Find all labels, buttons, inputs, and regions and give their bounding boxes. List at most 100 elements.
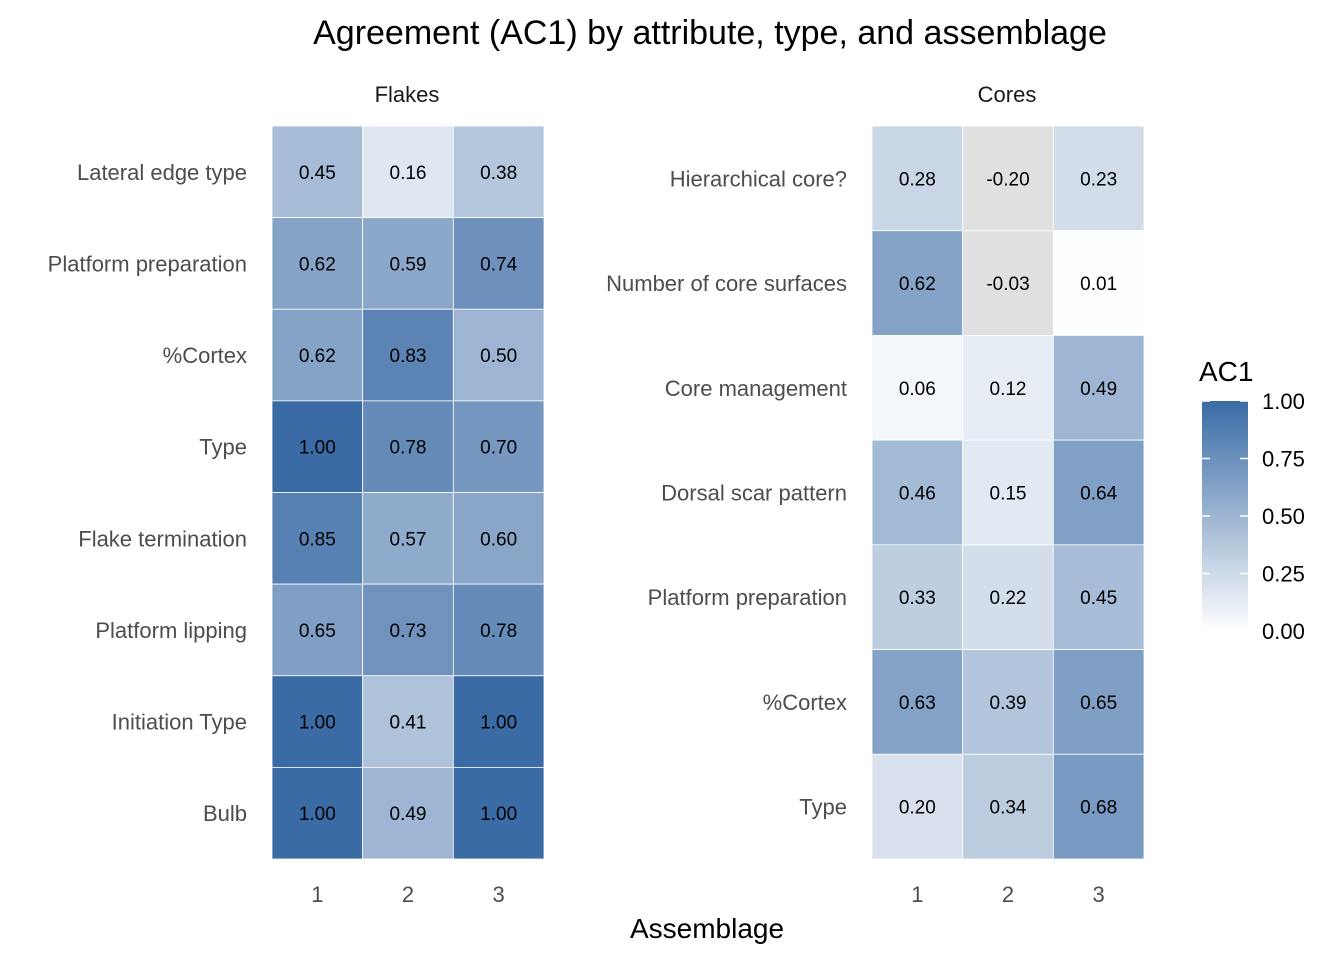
heatmap-cell (271, 400, 364, 493)
legend-tick-label: 0.50 (1262, 504, 1305, 529)
cell-value-label: 0.46 (899, 484, 936, 505)
heatmap-cell (452, 675, 545, 768)
panel-cores: Hierarchical core? 0.28 -0.20 0.23 Number of… (606, 125, 1145, 907)
heatmap-cell (962, 544, 1054, 650)
cell-value-label: 1.00 (480, 804, 517, 825)
cell-value-label: 0.39 (990, 693, 1027, 714)
x-tick-label: 1 (911, 882, 923, 907)
cell-value-label: 0.78 (390, 438, 427, 459)
cell-value-label: 0.22 (990, 588, 1027, 609)
heatmap-cell (271, 217, 364, 310)
cell-value-label: -0.03 (986, 274, 1029, 295)
cell-value-label: -0.20 (986, 169, 1029, 190)
panel-title-flakes: Flakes (375, 82, 440, 107)
cell-value-label: 0.74 (480, 254, 517, 275)
cell-value-label: 0.16 (390, 163, 427, 184)
cell-value-label: 0.50 (480, 346, 517, 367)
heatmap-cell (452, 492, 545, 585)
panel-title-cores: Cores (978, 82, 1037, 107)
row-label: Type (799, 795, 847, 820)
cell-value-label: 0.65 (299, 621, 336, 642)
row-label: Lateral edge type (77, 160, 247, 185)
cell-value-label: 0.68 (1080, 798, 1117, 819)
cell-value-label: 1.00 (299, 804, 336, 825)
heatmap-cell (1052, 335, 1145, 441)
cell-value-label: 0.38 (480, 163, 517, 184)
cell-value-label: 0.34 (990, 798, 1027, 819)
cell-value-label: 0.33 (899, 588, 936, 609)
heatmap-cell (962, 230, 1054, 336)
cell-value-label: 0.20 (899, 798, 936, 819)
heatmap-cell (452, 217, 545, 310)
legend: AC1 1.00 0.75 0.50 0.25 0.00 (1199, 356, 1305, 644)
legend-title: AC1 (1199, 356, 1253, 387)
heatmap-cell (452, 125, 545, 219)
cell-value-label: 0.63 (899, 693, 936, 714)
heatmap-cell (271, 583, 364, 677)
heatmap-cell (271, 492, 364, 585)
cell-value-label: 0.83 (390, 346, 427, 367)
heatmap-cell (871, 753, 964, 860)
heatmap-cell (452, 766, 545, 860)
x-tick-label: 2 (402, 882, 414, 907)
heatmap-cell (1052, 230, 1145, 336)
cell-value-label: 0.70 (480, 438, 517, 459)
cell-value-label: 0.65 (1080, 693, 1117, 714)
row-label: %Cortex (163, 343, 247, 368)
row-label: Type (199, 435, 247, 460)
cell-value-label: 1.00 (299, 713, 336, 734)
heatmap-cell (452, 400, 545, 493)
row-label: Number of core surfaces (606, 271, 847, 296)
cell-value-label: 0.15 (990, 484, 1027, 505)
row-label: Platform preparation (48, 251, 247, 276)
heatmap-cell (871, 649, 964, 755)
legend-tick-label: 0.00 (1262, 619, 1305, 644)
cell-value-label: 0.23 (1080, 169, 1117, 190)
heatmap-cell (452, 583, 545, 677)
heatmap-cell (871, 544, 964, 650)
heatmap-panels: Lateral edge type 0.45 0.16 0.38 Platform pr… (48, 125, 1145, 907)
heatmap-cell (271, 125, 364, 219)
cell-value-label: 0.73 (390, 621, 427, 642)
cell-value-label: 0.12 (990, 379, 1027, 400)
legend-ticks: 1.00 0.75 0.50 0.25 0.00 (1202, 389, 1305, 644)
cell-value-label: 0.62 (299, 254, 336, 275)
row-label: %Cortex (763, 690, 847, 715)
cell-value-label: 0.85 (299, 529, 336, 550)
heatmap-cell (362, 125, 454, 219)
cell-value-label: 0.28 (899, 169, 936, 190)
legend-tick-label: 1.00 (1262, 389, 1305, 414)
cell-value-label: 0.59 (390, 254, 427, 275)
heatmap-cell (362, 308, 454, 402)
heatmap-cell (362, 492, 454, 585)
heatmap-cell (362, 675, 454, 768)
cell-value-label: 0.41 (390, 713, 427, 734)
row-label: Bulb (203, 801, 247, 826)
cell-value-label: 0.01 (1080, 274, 1117, 295)
heatmap-cell (271, 675, 364, 768)
cell-value-label: 1.00 (480, 713, 517, 734)
cell-value-label: 0.45 (1080, 588, 1117, 609)
row-label: Platform preparation (648, 585, 847, 610)
heatmap-cell (362, 766, 454, 860)
x-axis-title: Assemblage (630, 913, 784, 944)
row-label: Platform lipping (95, 618, 247, 643)
cell-value-label: 0.06 (899, 379, 936, 400)
heatmap-cell (871, 335, 964, 441)
heatmap-cell (962, 439, 1054, 546)
row-label: Flake termination (78, 526, 247, 551)
x-tick-label: 3 (493, 882, 505, 907)
cell-value-label: 0.62 (299, 346, 336, 367)
heatmap-cell (1052, 125, 1145, 232)
heatmap-cell (362, 217, 454, 310)
cell-value-label: 0.60 (480, 529, 517, 550)
row-label: Hierarchical core? (670, 166, 847, 191)
cell-value-label: 0.64 (1080, 484, 1117, 505)
heatmap-cell (871, 125, 964, 232)
row-label: Initiation Type (112, 710, 247, 735)
row-label: Core management (665, 376, 847, 401)
heatmap-cell (871, 230, 964, 336)
x-tick-label: 1 (311, 882, 323, 907)
cell-value-label: 0.45 (299, 163, 336, 184)
